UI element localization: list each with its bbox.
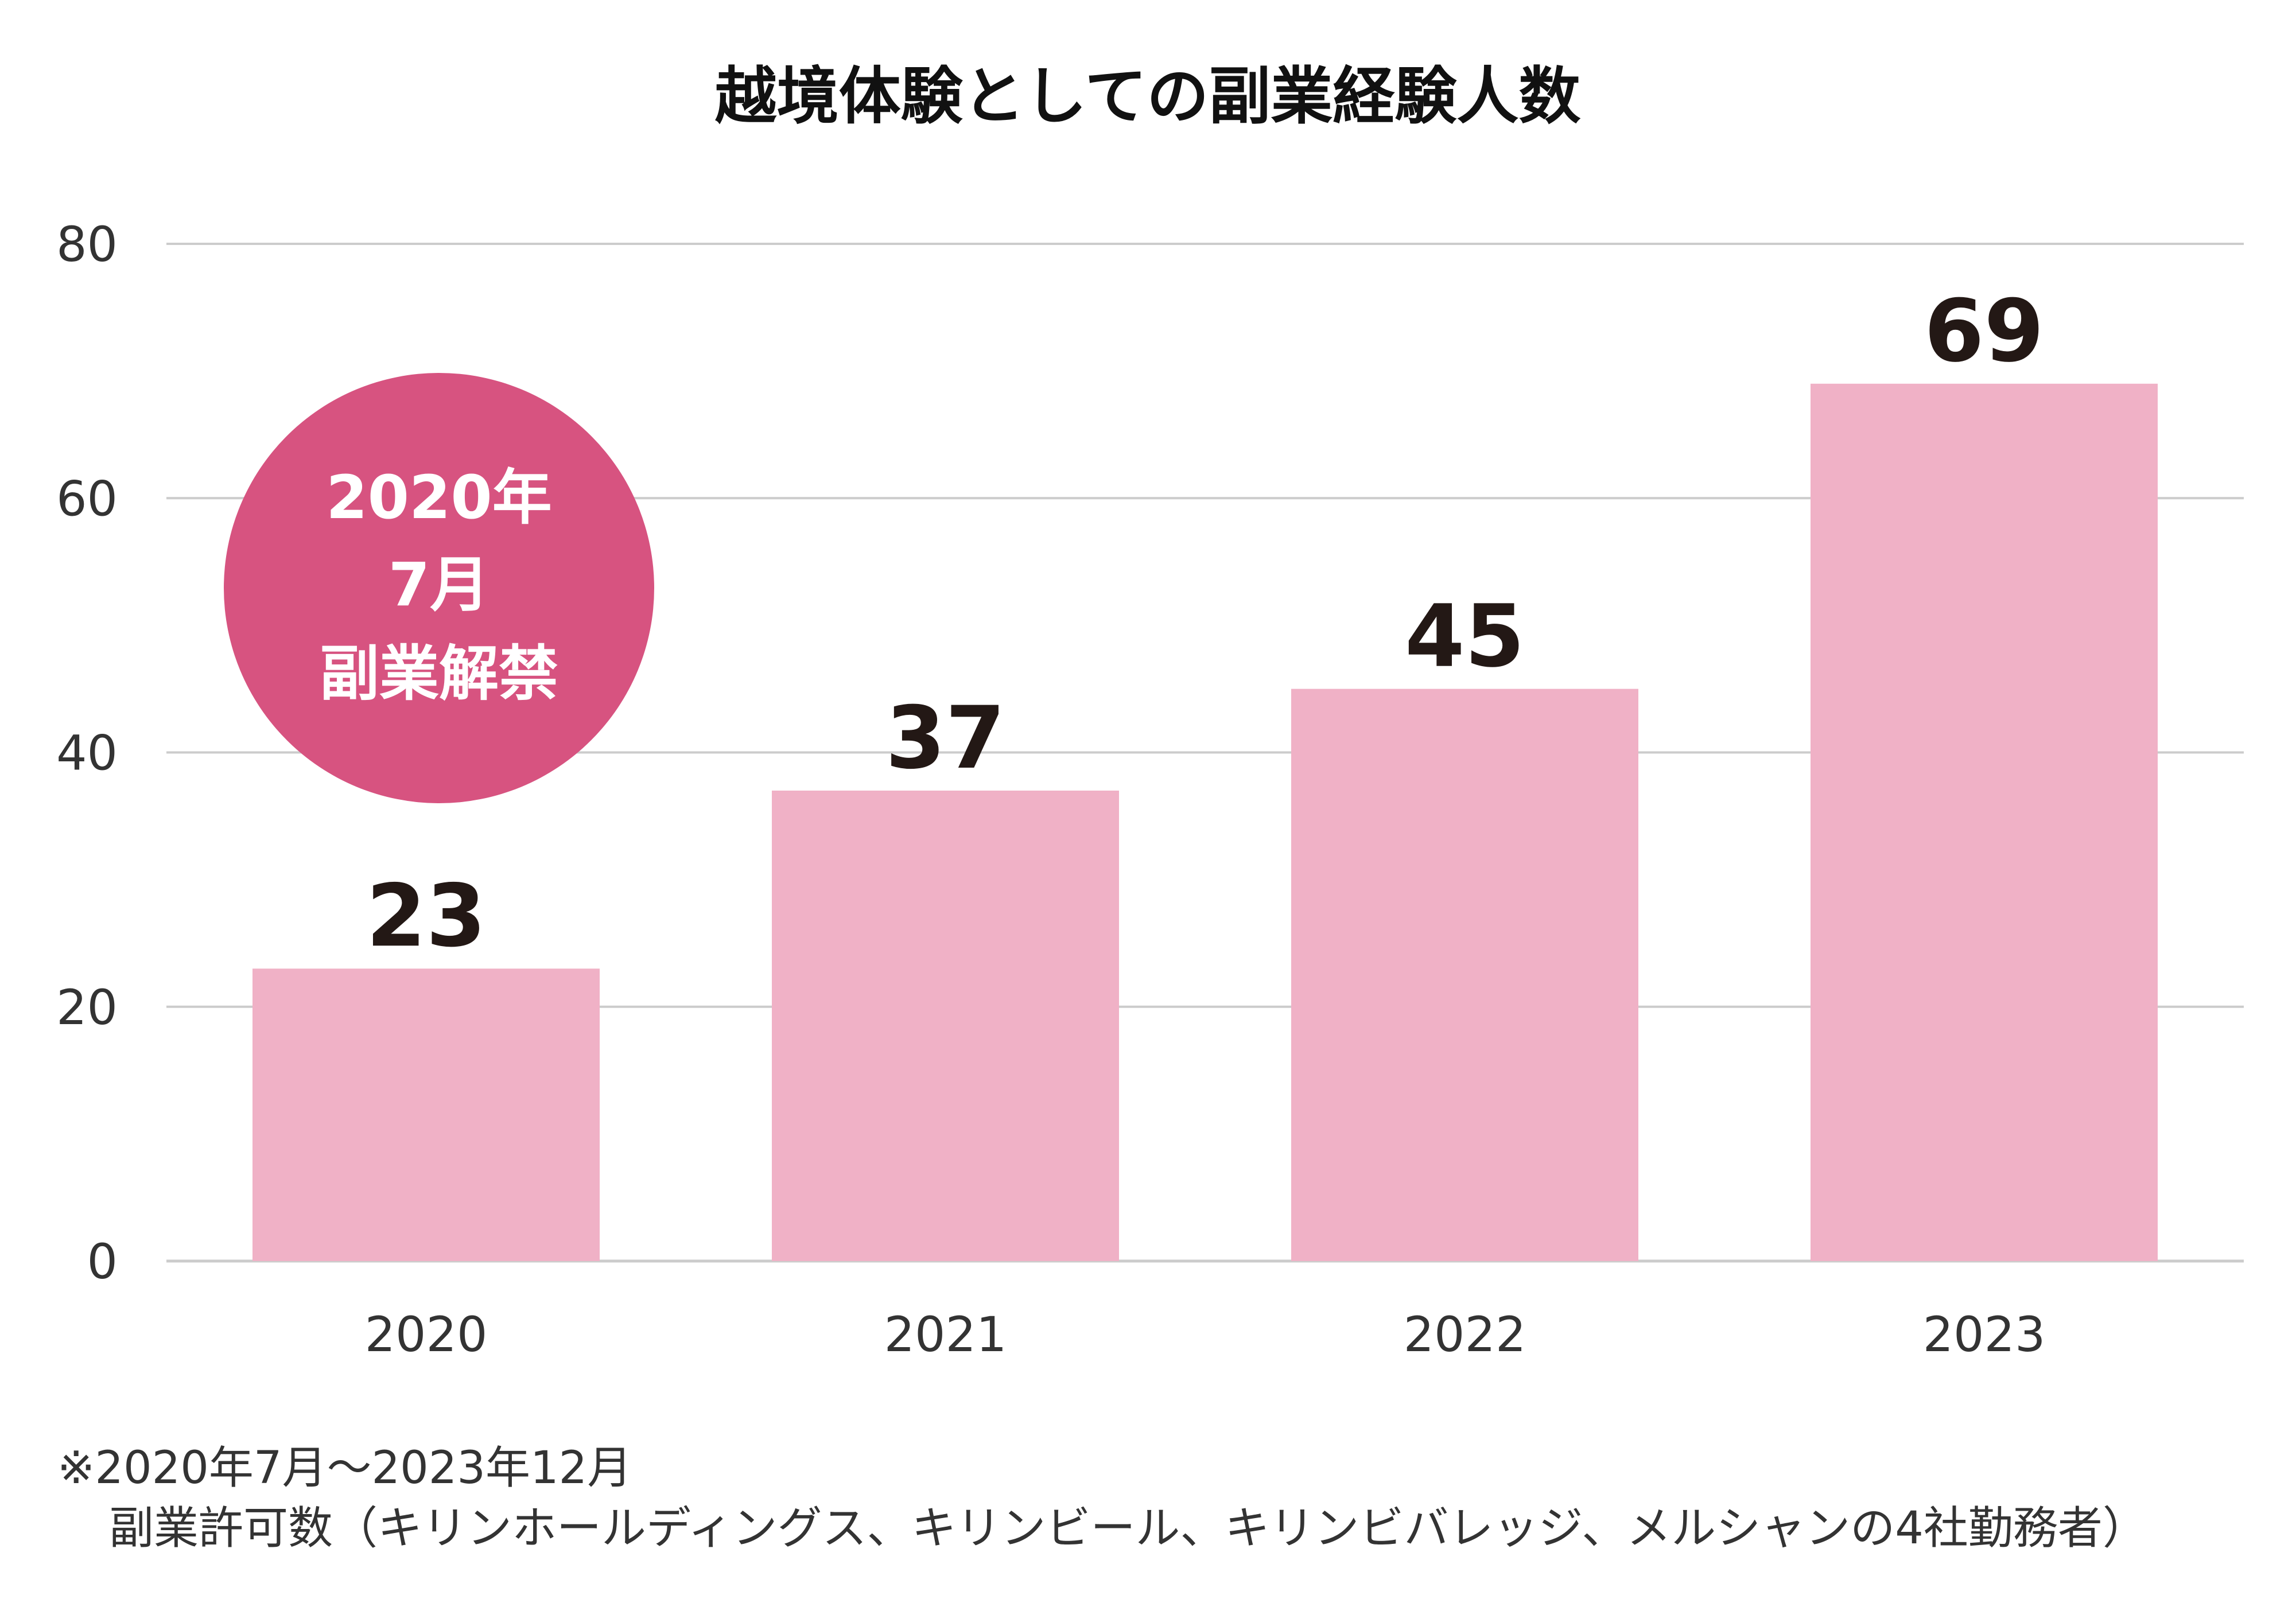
bar (1811, 383, 2158, 1261)
bar-value-label: 37 (885, 688, 1005, 788)
y-axis-ticks: 0 20 40 60 80 (56, 216, 118, 1290)
y-tick-label: 60 (56, 470, 118, 527)
x-tick-label: 2023 (1923, 1306, 2046, 1363)
annotation-line-3: 副業解禁 (320, 639, 558, 709)
bar (252, 968, 600, 1261)
footnote-line-2: 副業許可数（キリンホールディングス、キリンビール、キリンビバレッジ、メルシャンの… (109, 1503, 2147, 1554)
bar (772, 790, 1119, 1261)
annotation-line-2: 7月 (389, 550, 489, 620)
data-labels: 23 37 45 69 (366, 282, 2044, 966)
annotation-line-1: 2020年 (326, 462, 551, 532)
y-tick-label: 0 (87, 1234, 118, 1290)
bar-value-label: 69 (1924, 282, 2044, 382)
bar-value-label: 45 (1405, 587, 1525, 687)
bar (1291, 688, 1638, 1261)
bars (252, 383, 2158, 1261)
policy-annotation: 2020年 7月 副業解禁 (224, 373, 654, 803)
footnote-line-1: ※2020年7月〜2023年12月 (57, 1442, 632, 1494)
y-tick-label: 20 (56, 979, 118, 1036)
x-axis-ticks: 2020 2021 2022 2023 (365, 1306, 2046, 1363)
y-tick-label: 40 (56, 725, 118, 781)
bar-value-label: 23 (366, 866, 486, 966)
chart-title: 越境体験としての副業経験人数 (715, 61, 1581, 133)
x-tick-label: 2022 (1404, 1306, 1526, 1363)
annotation-circle (224, 373, 654, 803)
x-tick-label: 2020 (365, 1306, 488, 1363)
x-tick-label: 2021 (884, 1306, 1007, 1363)
y-tick-label: 80 (56, 216, 118, 273)
